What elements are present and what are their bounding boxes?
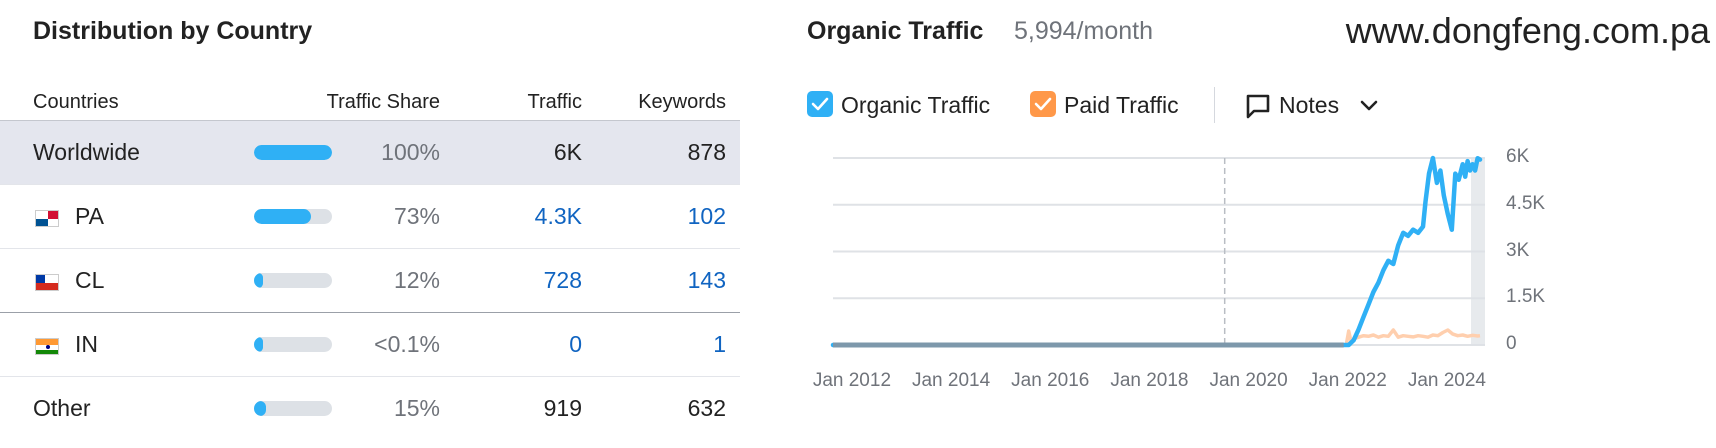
header-traffic[interactable]: Traffic bbox=[527, 91, 582, 113]
chevron-down-icon[interactable] bbox=[1360, 100, 1378, 112]
organic-traffic-value: 5,994/month bbox=[1014, 17, 1153, 45]
row-traffic-share: <0.1% bbox=[374, 331, 440, 357]
table-row-cl[interactable]: CL 12% 728 143 bbox=[0, 248, 740, 312]
paid-traffic-line bbox=[833, 328, 1481, 347]
notes-button[interactable]: Notes bbox=[1279, 92, 1340, 118]
row-traffic-share: 15% bbox=[393, 395, 440, 421]
organic-traffic-legend-label[interactable]: Organic Traffic bbox=[841, 92, 991, 118]
table-row-in[interactable]: IN <0.1% 0 1 bbox=[0, 312, 740, 376]
traffic-share-bar bbox=[254, 273, 332, 288]
row-traffic-share: 73% bbox=[393, 203, 440, 229]
row-traffic: 919 bbox=[543, 395, 582, 421]
paid-traffic-checkbox[interactable] bbox=[1030, 91, 1056, 117]
row-keywords-link[interactable]: 143 bbox=[687, 267, 726, 293]
row-country-name: PA bbox=[75, 203, 104, 229]
x-tick-label: Jan 2018 bbox=[1110, 370, 1189, 391]
x-tick-label: Jan 2016 bbox=[1011, 370, 1090, 391]
panama-flag-icon bbox=[35, 210, 59, 227]
current-period-band bbox=[1471, 158, 1485, 345]
traffic-share-bar bbox=[254, 401, 332, 416]
chart-legend: Organic Traffic Paid Traffic Notes bbox=[807, 87, 1407, 123]
y-tick-label: 3K bbox=[1506, 239, 1530, 261]
row-keywords: 878 bbox=[687, 139, 726, 165]
distribution-title: Distribution by Country bbox=[33, 17, 313, 45]
distribution-panel: Distribution by Country Countries Traffi… bbox=[0, 0, 740, 448]
x-tick-label: Jan 2020 bbox=[1209, 370, 1288, 391]
traffic-share-bar bbox=[254, 145, 332, 160]
y-tick-label: 0 bbox=[1506, 333, 1517, 354]
table-header: Countries Traffic Share Traffic Keywords bbox=[0, 88, 740, 120]
header-keywords[interactable]: Keywords bbox=[638, 91, 726, 113]
y-tick-label: 6K bbox=[1506, 146, 1530, 167]
check-icon bbox=[811, 97, 829, 111]
paid-traffic-legend-label[interactable]: Paid Traffic bbox=[1064, 92, 1179, 118]
row-traffic: 6K bbox=[553, 139, 582, 165]
row-keywords-link[interactable]: 1 bbox=[713, 331, 726, 357]
chart-plot bbox=[830, 155, 1485, 348]
check-icon bbox=[1034, 97, 1052, 111]
india-flag-icon bbox=[35, 338, 59, 355]
traffic-share-bar-fill bbox=[254, 337, 264, 352]
traffic-share-bar-fill bbox=[254, 273, 264, 288]
row-traffic-link[interactable]: 0 bbox=[569, 331, 582, 357]
row-traffic-share: 100% bbox=[381, 139, 440, 165]
traffic-share-bar bbox=[254, 337, 332, 352]
row-keywords-link[interactable]: 102 bbox=[687, 203, 726, 229]
x-tick-label: Jan 2022 bbox=[1308, 370, 1387, 391]
organic-traffic-chart: 0 1.5K 3K 4.5K 6K Jan 2012 Jan 2014 Jan 2016 Jan… bbox=[800, 146, 1716, 430]
row-keywords: 632 bbox=[687, 395, 726, 421]
x-tick-label: Jan 2012 bbox=[812, 370, 892, 391]
table-row-other[interactable]: Other 15% 919 632 bbox=[0, 376, 740, 440]
organic-traffic-checkbox[interactable] bbox=[807, 91, 833, 117]
organic-traffic-panel: Organic Traffic 5,994/month www.dongfeng… bbox=[800, 0, 1716, 448]
table-row-pa[interactable]: PA 73% 4.3K 102 bbox=[0, 184, 740, 248]
traffic-share-bar-fill bbox=[254, 145, 332, 160]
domain-label: www.dongfeng.com.pa bbox=[1345, 10, 1710, 51]
row-traffic-link[interactable]: 4.3K bbox=[534, 203, 582, 229]
traffic-share-bar-fill bbox=[254, 401, 266, 416]
traffic-share-bar-fill bbox=[254, 209, 311, 224]
row-traffic-share: 12% bbox=[393, 267, 440, 293]
row-country-name: CL bbox=[75, 267, 105, 293]
organic-traffic-title: Organic Traffic bbox=[807, 17, 984, 45]
header-countries[interactable]: Countries bbox=[33, 91, 119, 113]
row-country-name: Other bbox=[33, 395, 91, 421]
row-traffic-link[interactable]: 728 bbox=[543, 267, 582, 293]
traffic-share-bar bbox=[254, 209, 332, 224]
organic-traffic-line bbox=[830, 155, 1483, 348]
x-tick-label: Jan 2014 bbox=[911, 370, 991, 391]
row-country-name: IN bbox=[75, 331, 98, 357]
header-traffic-share[interactable]: Traffic Share bbox=[326, 91, 440, 113]
chile-flag-icon bbox=[35, 274, 59, 291]
y-tick-label: 4.5K bbox=[1506, 192, 1546, 214]
legend-divider bbox=[1214, 87, 1215, 123]
table-row-worldwide[interactable]: Worldwide 100% 6K 878 bbox=[0, 120, 740, 184]
comment-icon[interactable] bbox=[1245, 93, 1271, 119]
x-tick-label: Jan 2024 bbox=[1407, 370, 1486, 391]
row-country-name: Worldwide bbox=[33, 139, 140, 165]
y-tick-label: 1.5K bbox=[1506, 286, 1546, 308]
